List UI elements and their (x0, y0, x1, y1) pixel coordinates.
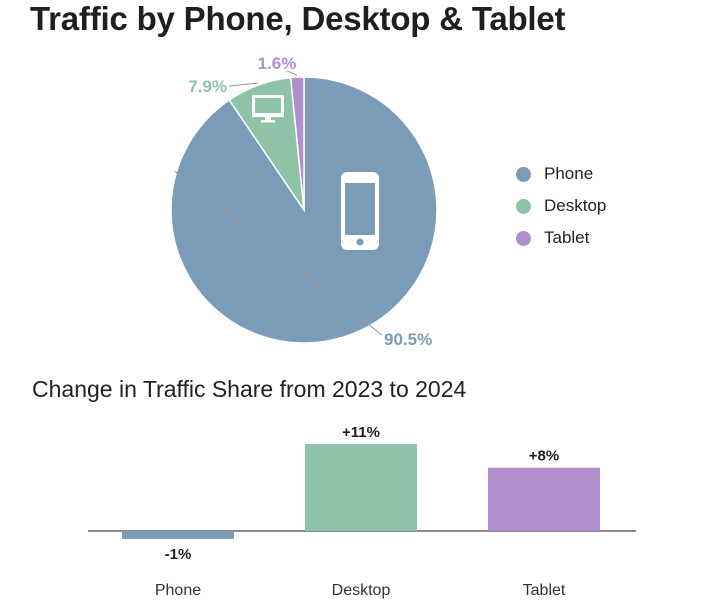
legend-item-desktop: Desktop (516, 190, 606, 222)
legend-label-tablet: Tablet (544, 228, 590, 247)
bar-phone (122, 531, 234, 539)
bar-value-label-desktop: +11% (342, 424, 380, 441)
bar-desktop (305, 444, 417, 531)
bar-value-label-tablet: +8% (529, 448, 559, 465)
phone-icon (341, 172, 379, 250)
pie-leader-desktop (228, 82, 258, 87)
bar-category-label-phone: Phone (155, 582, 201, 599)
pie-label-desktop: 7.9% (188, 77, 227, 96)
legend-label-desktop: Desktop (544, 196, 607, 215)
bar-chart-title: Change in Traffic Share from 2023 to 202… (32, 376, 467, 402)
pie-label-phone: 90.5% (384, 330, 432, 349)
bar-category-label-desktop: Desktop (332, 582, 391, 599)
legend-label-phone: Phone (544, 164, 594, 183)
bar-category-label-tablet: Tablet (523, 582, 566, 599)
pie-leader-phone (174, 170, 383, 336)
desktop-icon-base (261, 120, 275, 123)
phone-icon-screen (345, 183, 375, 235)
chart-title: Traffic by Phone, Desktop & Tablet (30, 0, 566, 37)
pie-legend: Phone Desktop Tablet (516, 158, 606, 254)
legend-item-phone: Phone (516, 158, 606, 190)
bar-tablet (488, 467, 600, 531)
legend-swatch-phone (516, 166, 531, 182)
legend-swatch-tablet (516, 230, 531, 246)
desktop-icon-screen (255, 98, 281, 113)
desktop-icon (252, 95, 284, 123)
pie-slice-tablet (289, 76, 305, 211)
desktop-icon-neck (265, 117, 271, 121)
pie-label-tablet: 1.6% (258, 54, 297, 73)
bar-value-label-phone: -1% (165, 546, 192, 563)
legend-swatch-desktop (516, 198, 531, 214)
phone-icon-button (356, 238, 364, 246)
legend-item-tablet: Tablet (516, 222, 606, 254)
pie-leader-tablet (286, 70, 298, 76)
